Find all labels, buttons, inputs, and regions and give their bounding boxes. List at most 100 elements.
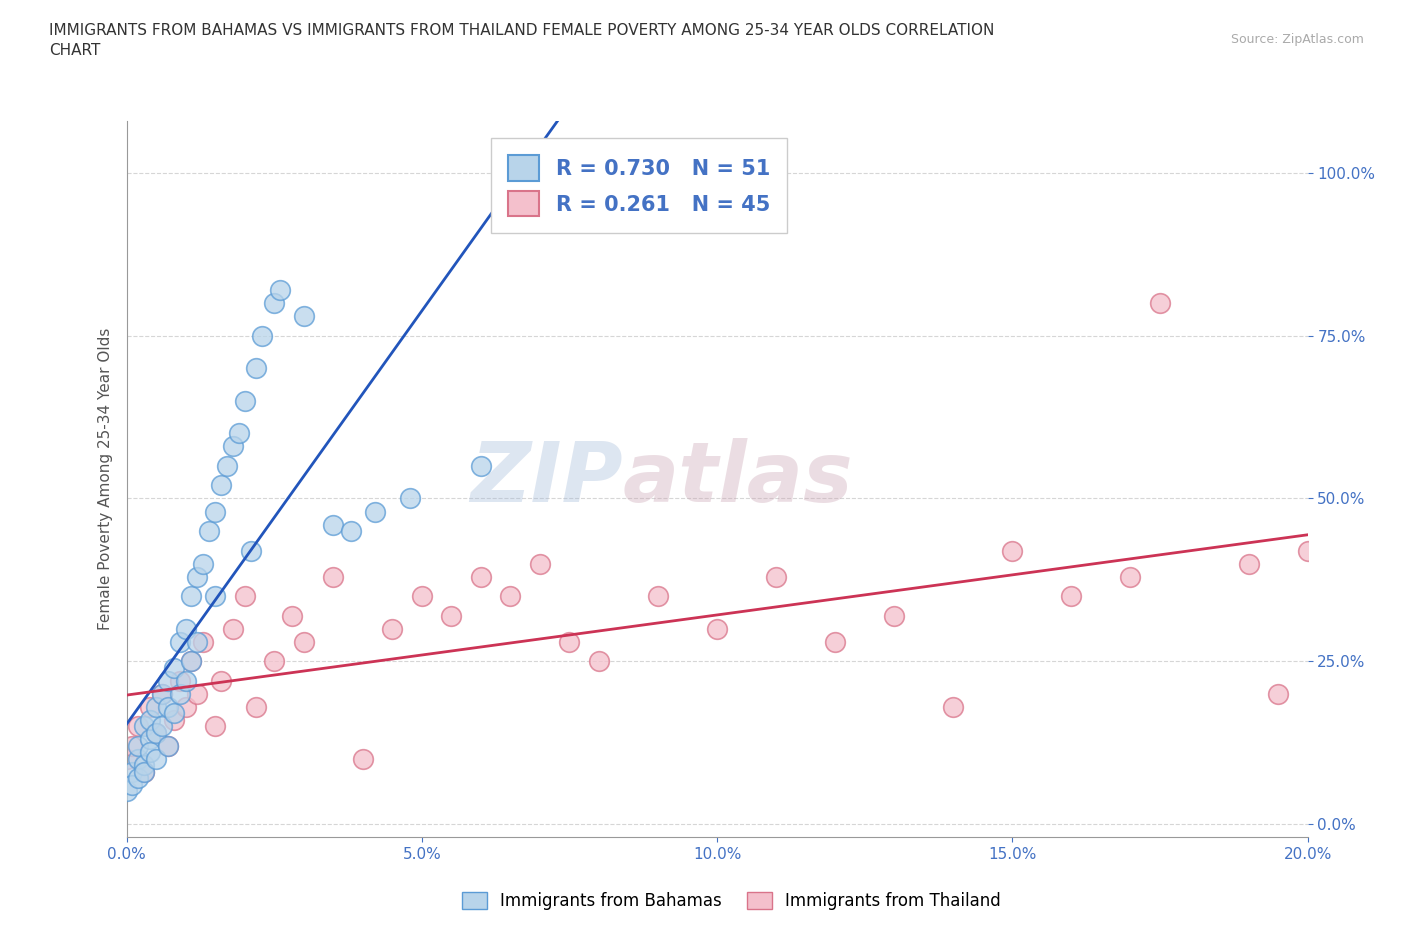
Point: [399, 491, 422, 506]
Point: [186, 686, 208, 701]
Point: [174, 699, 197, 714]
Point: [292, 309, 315, 324]
Point: [127, 771, 149, 786]
Point: [204, 719, 226, 734]
Point: [558, 634, 581, 649]
Point: [163, 712, 186, 727]
Legend: Immigrants from Bahamas, Immigrants from Thailand: Immigrants from Bahamas, Immigrants from…: [456, 885, 1007, 917]
Point: [411, 589, 433, 604]
Point: [121, 738, 143, 753]
Point: [150, 686, 173, 701]
Point: [352, 751, 374, 766]
Point: [381, 621, 404, 636]
Point: [134, 764, 156, 779]
Point: [281, 608, 304, 623]
Point: [127, 719, 149, 734]
Point: [499, 166, 522, 180]
Legend: R = 0.730   N = 51, R = 0.261   N = 45: R = 0.730 N = 51, R = 0.261 N = 45: [491, 139, 787, 233]
Point: [180, 654, 202, 669]
Point: [363, 504, 385, 519]
Point: [145, 725, 167, 740]
Text: ZIP: ZIP: [470, 438, 623, 520]
Point: [163, 660, 186, 675]
Point: [145, 699, 167, 714]
Point: [139, 732, 162, 747]
Point: [134, 764, 156, 779]
Point: [263, 654, 285, 669]
Point: [647, 589, 669, 604]
Point: [174, 621, 197, 636]
Point: [824, 634, 846, 649]
Point: [1060, 589, 1083, 604]
Point: [470, 458, 492, 473]
Point: [292, 634, 315, 649]
Point: [169, 686, 191, 701]
Point: [942, 699, 965, 714]
Point: [706, 621, 728, 636]
Point: [127, 751, 149, 766]
Point: [134, 719, 156, 734]
Point: [150, 719, 173, 734]
Point: [145, 725, 167, 740]
Point: [1001, 543, 1024, 558]
Text: IMMIGRANTS FROM BAHAMAS VS IMMIGRANTS FROM THAILAND FEMALE POVERTY AMONG 25-34 Y: IMMIGRANTS FROM BAHAMAS VS IMMIGRANTS FR…: [49, 23, 994, 58]
Point: [169, 673, 191, 688]
Point: [204, 504, 226, 519]
Point: [588, 654, 610, 669]
Point: [1296, 543, 1319, 558]
Y-axis label: Female Poverty Among 25-34 Year Olds: Female Poverty Among 25-34 Year Olds: [97, 327, 112, 631]
Point: [883, 608, 905, 623]
Point: [156, 738, 179, 753]
Point: [222, 621, 245, 636]
Point: [529, 556, 551, 571]
Point: [252, 328, 274, 343]
Point: [121, 777, 143, 792]
Point: [470, 569, 492, 584]
Text: Source: ZipAtlas.com: Source: ZipAtlas.com: [1230, 33, 1364, 46]
Point: [245, 361, 267, 376]
Point: [245, 699, 267, 714]
Point: [1237, 556, 1260, 571]
Point: [186, 569, 208, 584]
Point: [209, 673, 232, 688]
Point: [156, 738, 179, 753]
Point: [322, 569, 344, 584]
Point: [233, 393, 256, 408]
Point: [169, 634, 191, 649]
Point: [180, 654, 202, 669]
Point: [150, 686, 173, 701]
Point: [127, 738, 149, 753]
Point: [209, 478, 232, 493]
Point: [1119, 569, 1142, 584]
Point: [115, 751, 138, 766]
Point: [115, 784, 138, 799]
Point: [186, 634, 208, 649]
Point: [499, 589, 522, 604]
Text: atlas: atlas: [623, 438, 853, 520]
Point: [139, 699, 162, 714]
Point: [322, 517, 344, 532]
Point: [180, 589, 202, 604]
Point: [198, 524, 221, 538]
Point: [340, 524, 363, 538]
Point: [239, 543, 262, 558]
Point: [156, 699, 179, 714]
Point: [193, 556, 215, 571]
Point: [765, 569, 787, 584]
Point: [263, 296, 285, 311]
Point: [222, 439, 245, 454]
Point: [121, 764, 143, 779]
Point: [134, 758, 156, 773]
Point: [139, 745, 162, 760]
Point: [440, 608, 463, 623]
Point: [269, 283, 291, 298]
Point: [1149, 296, 1171, 311]
Point: [139, 712, 162, 727]
Point: [228, 426, 250, 441]
Point: [145, 751, 167, 766]
Point: [163, 706, 186, 721]
Point: [233, 589, 256, 604]
Point: [193, 634, 215, 649]
Point: [204, 589, 226, 604]
Point: [156, 673, 179, 688]
